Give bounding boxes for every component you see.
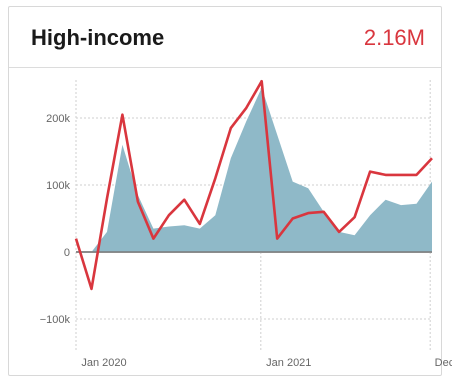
x-tick-label: Dec 2021: [435, 357, 452, 369]
y-tick-label: −100k: [40, 314, 71, 326]
card-title: High-income: [31, 25, 165, 50]
x-tick-label: Jan 2021: [266, 357, 311, 369]
area-series: [76, 87, 432, 252]
line-series: [74, 79, 433, 291]
y-tick-label: 200k: [46, 113, 70, 125]
y-tick-label: 0: [64, 247, 70, 259]
x-tick-label: Jan 2020: [81, 357, 126, 369]
y-tick-label: 100k: [46, 180, 70, 192]
card-header: High-income 2.16M: [9, 7, 441, 68]
card-value: 2.16M: [363, 25, 425, 50]
